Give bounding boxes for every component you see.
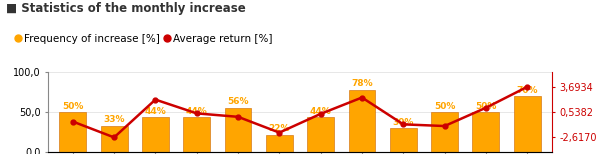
Text: 22%: 22% [269,124,290,133]
Bar [142,117,169,152]
Bar [307,117,334,152]
Text: 56%: 56% [227,97,249,106]
Text: 44%: 44% [186,107,208,116]
Bar [266,135,293,152]
Bar [59,112,86,152]
Text: 50%: 50% [475,102,497,111]
Bar [183,117,210,152]
Text: 44%: 44% [310,107,332,116]
Bar [514,96,541,152]
Text: 33%: 33% [103,116,125,124]
Bar [349,90,376,152]
Bar [431,112,458,152]
Text: 50%: 50% [434,102,455,111]
Text: 78%: 78% [351,79,373,88]
Text: ■ Statistics of the monthly increase: ■ Statistics of the monthly increase [6,2,246,14]
Bar [224,108,251,152]
Text: 50%: 50% [62,102,83,111]
Text: 44%: 44% [145,107,166,116]
Text: 70%: 70% [517,86,538,95]
Bar [472,112,499,152]
Bar [390,128,417,152]
Bar [101,126,128,152]
Legend: Frequency of increase [%], Average return [%]: Frequency of increase [%], Average retur… [11,30,277,48]
Text: 30%: 30% [392,118,414,127]
